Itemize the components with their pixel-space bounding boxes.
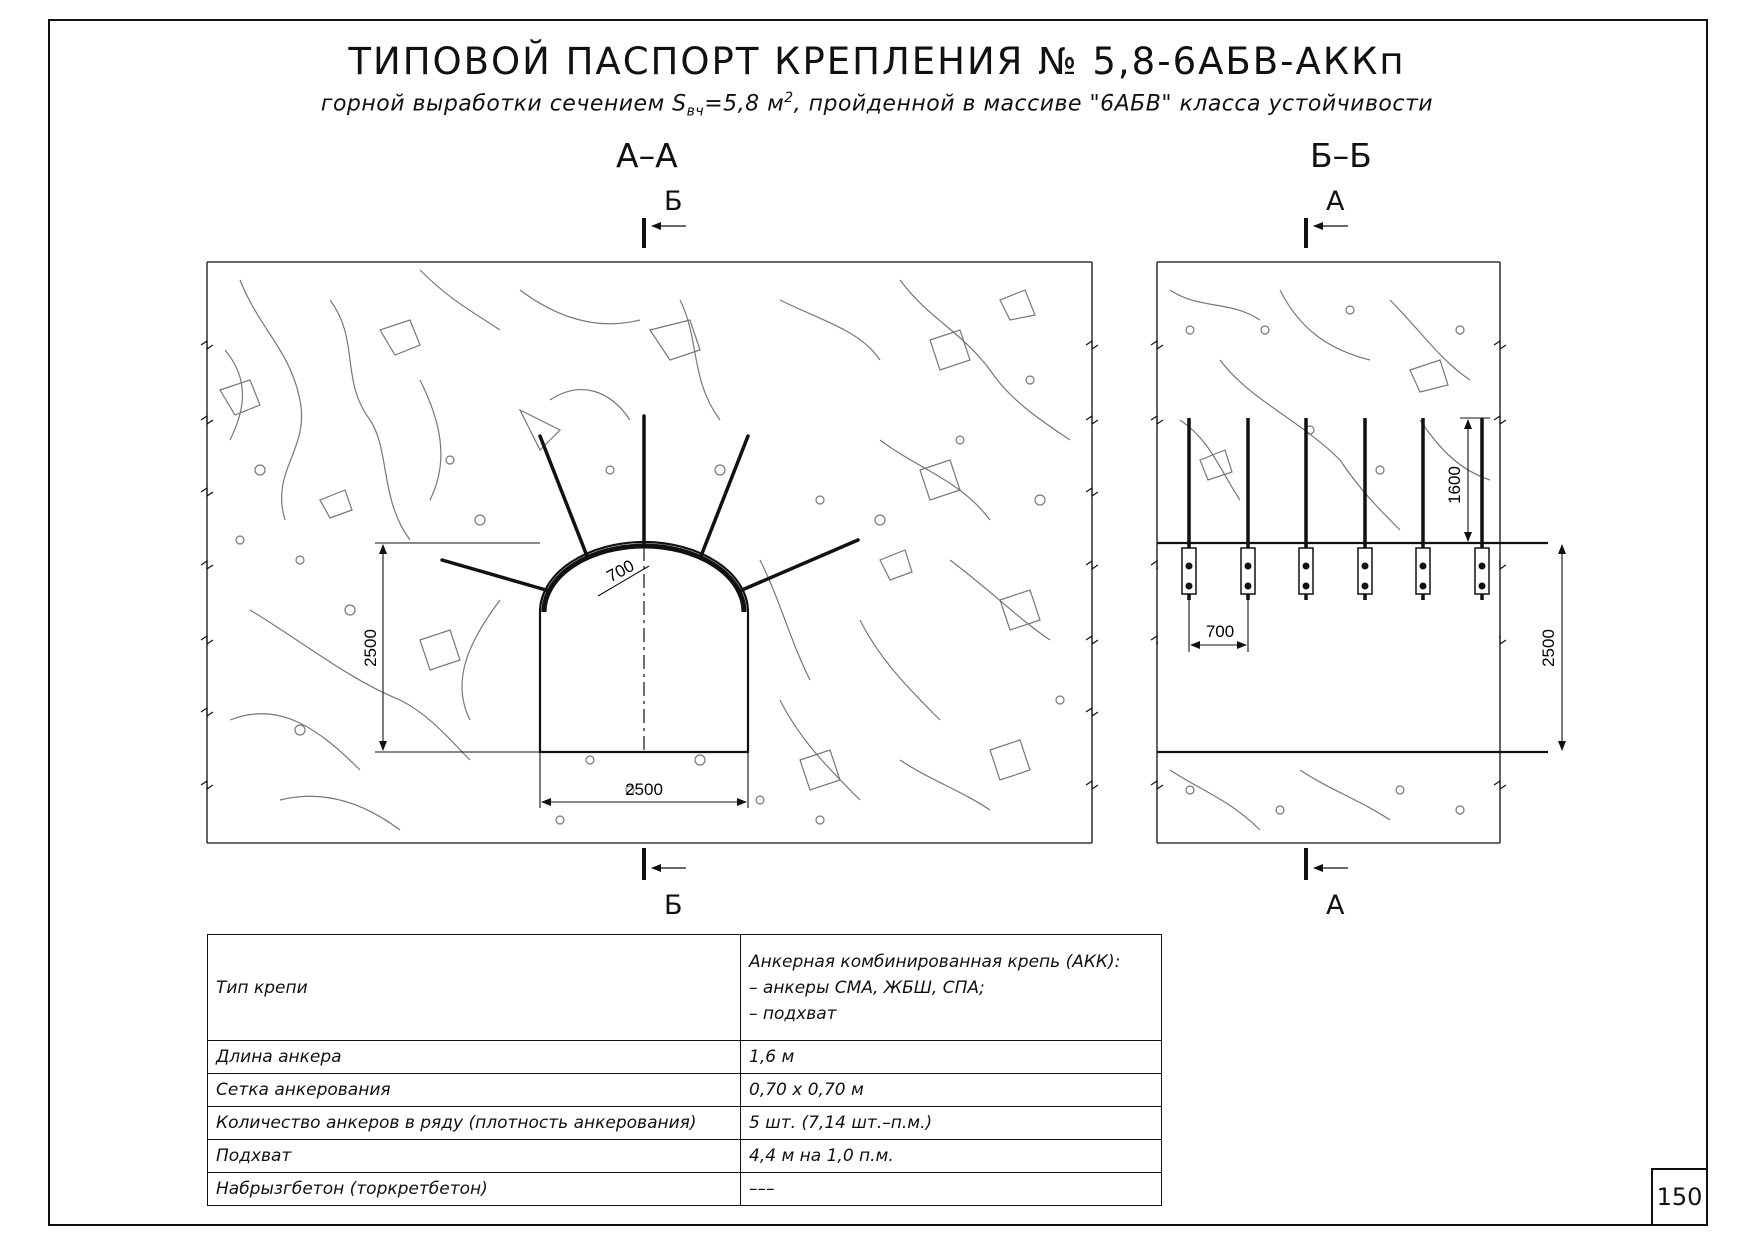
dim-bb-anchor-length: 1600 (1445, 466, 1464, 504)
row-value: 0,70 х 0,70 м (740, 1073, 1162, 1107)
table-row: Подхват 4,4 м на 1,0 п.м. (207, 1139, 1162, 1173)
row-value-line: – анкеры СМА, ЖБШ, СПА; (749, 977, 985, 998)
row-value: 4,4 м на 1,0 п.м. (740, 1139, 1162, 1173)
dim-aa-width: 2500 (625, 780, 663, 799)
drawing-subtitle: горной выработки сечением Sвч=5,8 м2, пр… (320, 90, 1434, 120)
cut-letter-bb-bottom: А (1326, 890, 1345, 921)
section-aa-rock-block (206, 261, 1093, 844)
table-row: Длина анкера 1,6 м (207, 1040, 1162, 1074)
cut-letter-bb-top: А (1326, 186, 1345, 217)
row-label: Сетка анкерования (207, 1073, 741, 1107)
dim-bb-spacing: 700 (1206, 622, 1234, 641)
row-value-line: – подхват (749, 1003, 837, 1024)
drawing-title: ТИПОВОЙ ПАСПОРТ КРЕПЛЕНИЯ № 5,8-6АБВ-АКК… (348, 40, 1406, 83)
row-label: Набрызгбетон (торкретбетон) (207, 1172, 741, 1206)
section-bb-rock-texture (1169, 289, 1491, 831)
section-bb-excavation (1158, 543, 1499, 752)
section-bb-rock-block (1156, 261, 1501, 844)
row-value-line: Анкерная комбинированная крепь (АКК): (749, 951, 1121, 972)
section-bb-anchor-nuts (1185, 562, 1486, 590)
dim-bb-height: 2500 (1539, 629, 1558, 667)
section-bb-cut-markers (1304, 218, 1348, 880)
cut-letter-aa-bottom: Б (664, 890, 683, 921)
row-value: ––– (740, 1172, 1162, 1206)
section-bb-label: Б–Б (1310, 136, 1372, 175)
section-aa-break-marks (200, 339, 1099, 791)
section-bb-anchor-plates (1181, 547, 1490, 595)
row-label: Длина анкера (207, 1040, 741, 1074)
page-number: 150 (1651, 1168, 1708, 1226)
row-value: Анкерная комбинированная крепь (АКК): – … (740, 934, 1162, 1041)
section-bb-dimensions (1188, 417, 1566, 751)
section-aa-anchors (440, 414, 860, 592)
support-spec-table: Тип крепи Анкерная комбинированная крепь… (207, 934, 1162, 1206)
cut-letter-aa-top: Б (664, 186, 683, 217)
row-value: 5 шт. (7,14 шт.–п.м.) (740, 1106, 1162, 1140)
section-aa-label: А–А (616, 136, 678, 175)
rock-texture (219, 269, 1071, 831)
drawing-frame (48, 19, 1708, 1226)
table-row: Тип крепи Анкерная комбинированная крепь… (207, 934, 1162, 1041)
row-value: 1,6 м (740, 1040, 1162, 1074)
table-row: Сетка анкерования 0,70 х 0,70 м (207, 1073, 1162, 1107)
row-label: Подхват (207, 1139, 741, 1173)
row-label: Количество анкеров в ряду (плотность анк… (207, 1106, 741, 1140)
row-label: Тип крепи (207, 934, 741, 1041)
table-row: Количество анкеров в ряду (плотность анк… (207, 1106, 1162, 1140)
section-aa-dimensions (375, 542, 749, 808)
section-aa-cut-markers (642, 218, 686, 880)
dim-aa-height: 2500 (361, 629, 380, 667)
table-row: Набрызгбетон (торкретбетон) ––– (207, 1172, 1162, 1206)
